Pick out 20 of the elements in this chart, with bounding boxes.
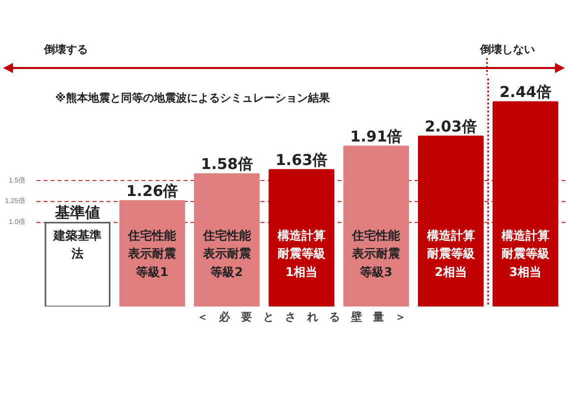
data-label: 2.44倍: [499, 82, 552, 101]
data-label: 2.03倍: [424, 117, 477, 136]
x-tick-label: 構造計算耐震等級1相当: [276, 228, 326, 279]
x-tick-label: 構造計算耐震等級3相当: [500, 228, 550, 279]
data-label: 基準値: [54, 204, 100, 222]
data-label: 1.58倍: [200, 155, 253, 174]
data-label: 1.26倍: [126, 182, 178, 200]
data-label: 1.91倍: [350, 127, 402, 146]
x-tick-label: 住宅性能表示耐震等級2: [202, 228, 252, 279]
x-axis-title: ＜ 必 要 と さ れ る 壁 量 ＞: [197, 310, 406, 324]
x-tick-label: 住宅性能表示耐震等級3: [351, 228, 402, 279]
text: 倒壊しない: [480, 42, 535, 57]
x-tick-label: 建築基準法: [52, 228, 102, 261]
bar: [44, 222, 110, 306]
data-label: 1.63倍: [275, 150, 328, 169]
bar: [343, 146, 409, 306]
annotation: ※熊本地震と同等の地震波によるシミュレーション結果: [55, 91, 331, 104]
text: 倒壊する: [44, 42, 88, 57]
x-tick-label: 構造計算耐震等級2相当: [426, 228, 476, 279]
x-tick-label: 住宅性能表示耐震等級1: [127, 228, 178, 279]
